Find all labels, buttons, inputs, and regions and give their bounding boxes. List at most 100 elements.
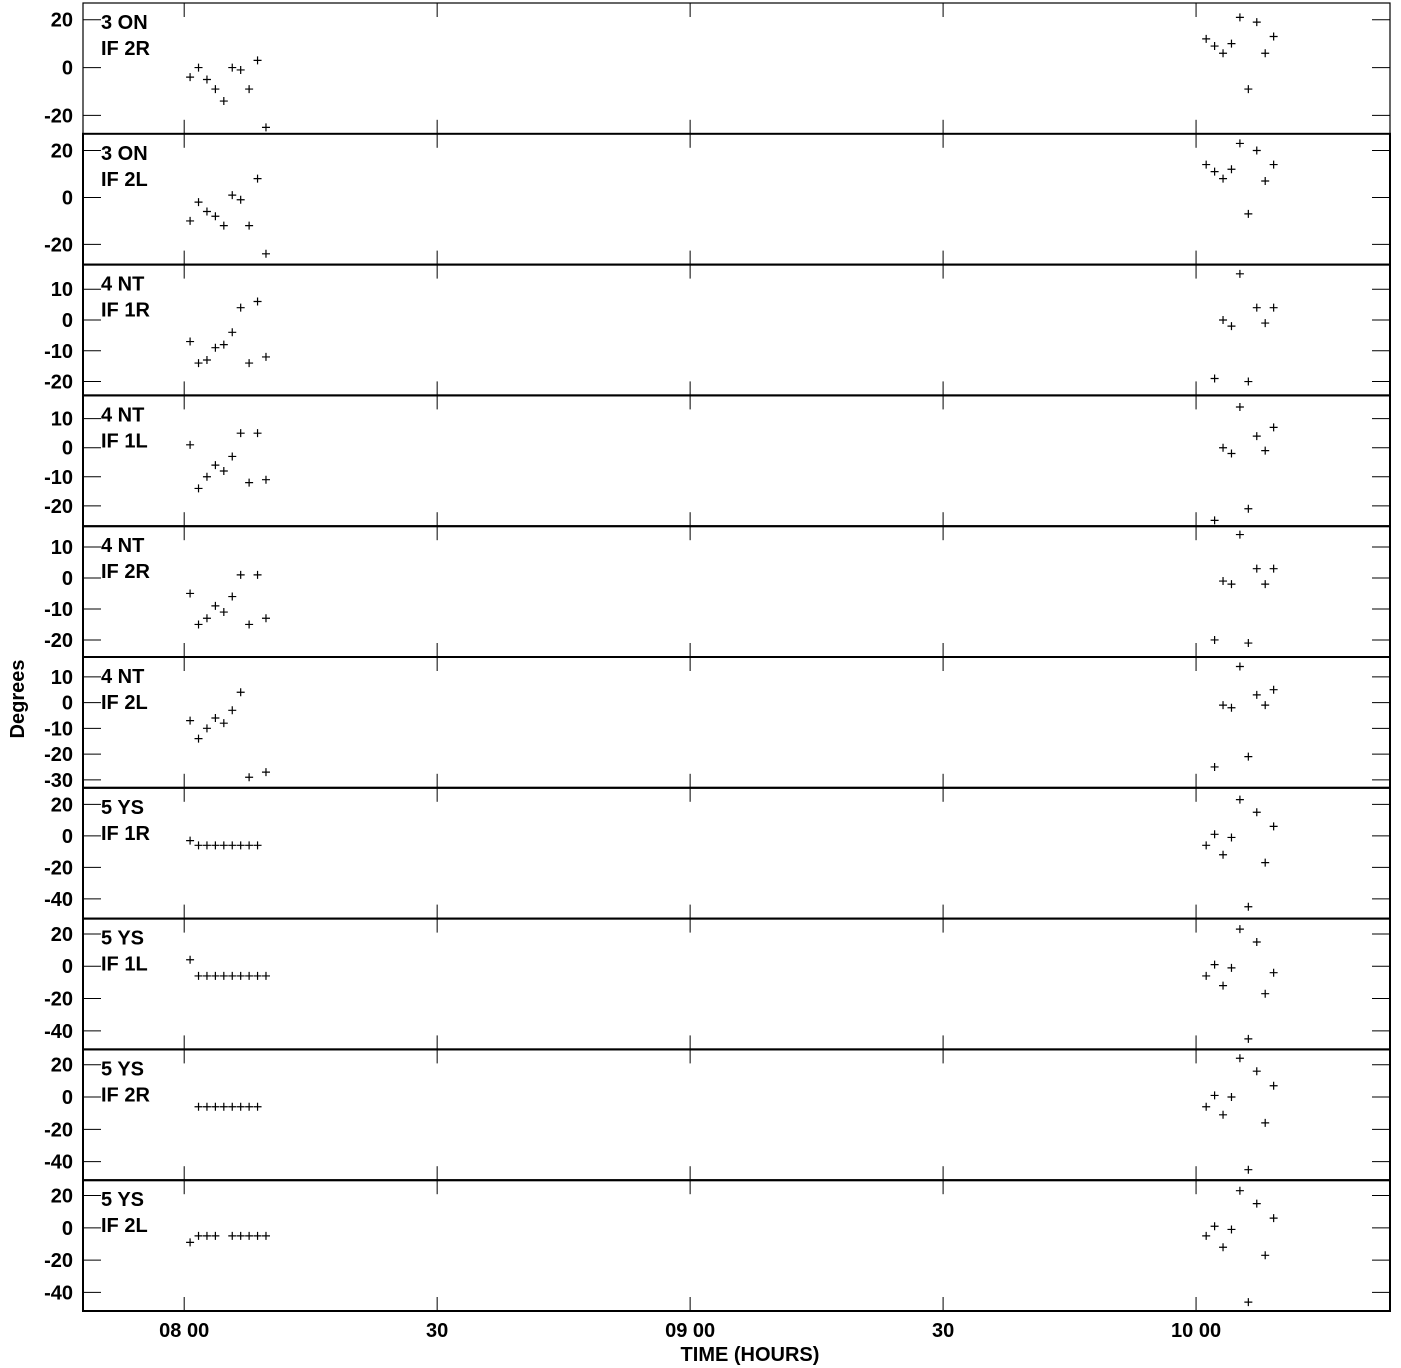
data-point xyxy=(219,719,228,728)
data-point xyxy=(253,297,262,306)
data-point xyxy=(245,478,254,487)
data-point xyxy=(253,174,262,183)
data-point xyxy=(1261,580,1270,589)
panel-if-label: IF 2L xyxy=(101,169,148,191)
data-point xyxy=(1210,167,1219,176)
panel-station-label: 4 NT xyxy=(101,274,144,296)
y-tick-label: -40 xyxy=(44,1021,73,1043)
panel-if-label: IF 1R xyxy=(101,823,150,845)
data-point xyxy=(236,303,245,312)
data-point xyxy=(236,688,245,697)
data-point xyxy=(261,123,270,132)
data-point xyxy=(1261,446,1270,455)
data-point xyxy=(1269,968,1278,977)
data-point xyxy=(1219,1243,1228,1252)
data-point xyxy=(186,955,195,964)
data-point xyxy=(1227,39,1236,48)
panel-3: 10 0 -10 -20 4 NT IF 1R xyxy=(44,263,1391,397)
data-point xyxy=(211,212,220,221)
data-point xyxy=(1210,42,1219,51)
y-tick-label: 20 xyxy=(51,1186,73,1208)
data-point xyxy=(1261,989,1270,998)
panel-8: 20 0 -20 -40 5 YS IF 1L xyxy=(44,917,1391,1051)
y-tick-label: 0 xyxy=(62,568,73,590)
data-point xyxy=(1235,403,1244,412)
data-point xyxy=(202,472,211,481)
data-point xyxy=(1202,971,1211,980)
data-point xyxy=(261,1231,270,1240)
y-tick-label: -20 xyxy=(44,372,73,394)
panel-7: 20 0 -20 -40 5 YS IF 1R xyxy=(44,786,1391,920)
data-point xyxy=(236,1102,245,1111)
data-point xyxy=(236,841,245,850)
y-tick-label: -20 xyxy=(44,105,73,127)
panel-frame xyxy=(82,2,1391,135)
panel-if-label: IF 2R xyxy=(101,38,150,60)
x-tick-label: 09 00 xyxy=(665,1320,715,1342)
panel-station-label: 5 YS xyxy=(101,928,144,950)
data-point xyxy=(219,221,228,230)
data-point xyxy=(1244,209,1253,218)
data-point xyxy=(1227,165,1236,174)
data-point xyxy=(1244,1034,1253,1043)
data-point xyxy=(1210,830,1219,839)
data-point xyxy=(194,971,203,980)
y-tick-label: -20 xyxy=(44,744,73,766)
data-point xyxy=(194,63,203,72)
data-point xyxy=(1261,1251,1270,1260)
data-point xyxy=(1219,315,1228,324)
panel-frame xyxy=(82,786,1391,920)
panel-frame xyxy=(82,917,1391,1051)
data-point xyxy=(1244,752,1253,761)
data-point xyxy=(211,461,220,470)
y-tick-label: 0 xyxy=(62,956,73,978)
data-point xyxy=(194,841,203,850)
y-tick-label: 10 xyxy=(51,409,73,431)
data-point xyxy=(219,97,228,106)
data-point xyxy=(236,195,245,204)
y-tick-label: 0 xyxy=(62,1218,73,1240)
y-tick-label: 0 xyxy=(62,826,73,848)
panel-frame xyxy=(82,656,1391,789)
panel-station-label: 4 NT xyxy=(101,666,144,688)
x-tick-label: 30 xyxy=(932,1320,954,1342)
y-tick-label: 0 xyxy=(62,310,73,332)
data-point xyxy=(228,971,237,980)
data-point xyxy=(1261,177,1270,186)
data-point xyxy=(253,841,262,850)
data-point xyxy=(1235,13,1244,22)
data-point xyxy=(1219,174,1228,183)
y-tick-label: -20 xyxy=(44,989,73,1011)
data-point xyxy=(1261,1118,1270,1127)
data-point xyxy=(261,971,270,980)
y-tick-label: 20 xyxy=(51,794,73,816)
x-tick-label: 08 00 xyxy=(159,1320,209,1342)
data-point xyxy=(1235,662,1244,671)
data-point xyxy=(211,601,220,610)
data-point xyxy=(1202,1231,1211,1240)
data-point xyxy=(261,475,270,484)
data-point xyxy=(1261,701,1270,710)
panel-4: 10 0 -10 -20 4 NT IF 1L xyxy=(44,394,1391,528)
y-tick-label: -40 xyxy=(44,889,73,911)
y-tick-label: -40 xyxy=(44,1282,73,1304)
y-tick-label: 10 xyxy=(51,537,73,559)
data-point xyxy=(1252,1199,1261,1208)
data-point xyxy=(211,1231,220,1240)
y-tick-label: -20 xyxy=(44,1250,73,1272)
data-point xyxy=(1269,822,1278,831)
panel-if-label: IF 1L xyxy=(101,430,148,452)
data-point xyxy=(202,356,211,365)
data-point xyxy=(211,714,220,723)
data-point xyxy=(1252,18,1261,27)
panel-5: 10 0 -10 -20 4 NT IF 2R xyxy=(44,525,1391,659)
data-point xyxy=(211,971,220,980)
data-point xyxy=(261,768,270,777)
data-point xyxy=(1227,1225,1236,1234)
data-point xyxy=(202,971,211,980)
y-tick-label: -20 xyxy=(44,630,73,652)
data-point xyxy=(1244,377,1253,386)
data-point xyxy=(1235,1054,1244,1063)
panel-if-label: IF 2R xyxy=(101,1084,150,1106)
data-point xyxy=(1244,639,1253,648)
